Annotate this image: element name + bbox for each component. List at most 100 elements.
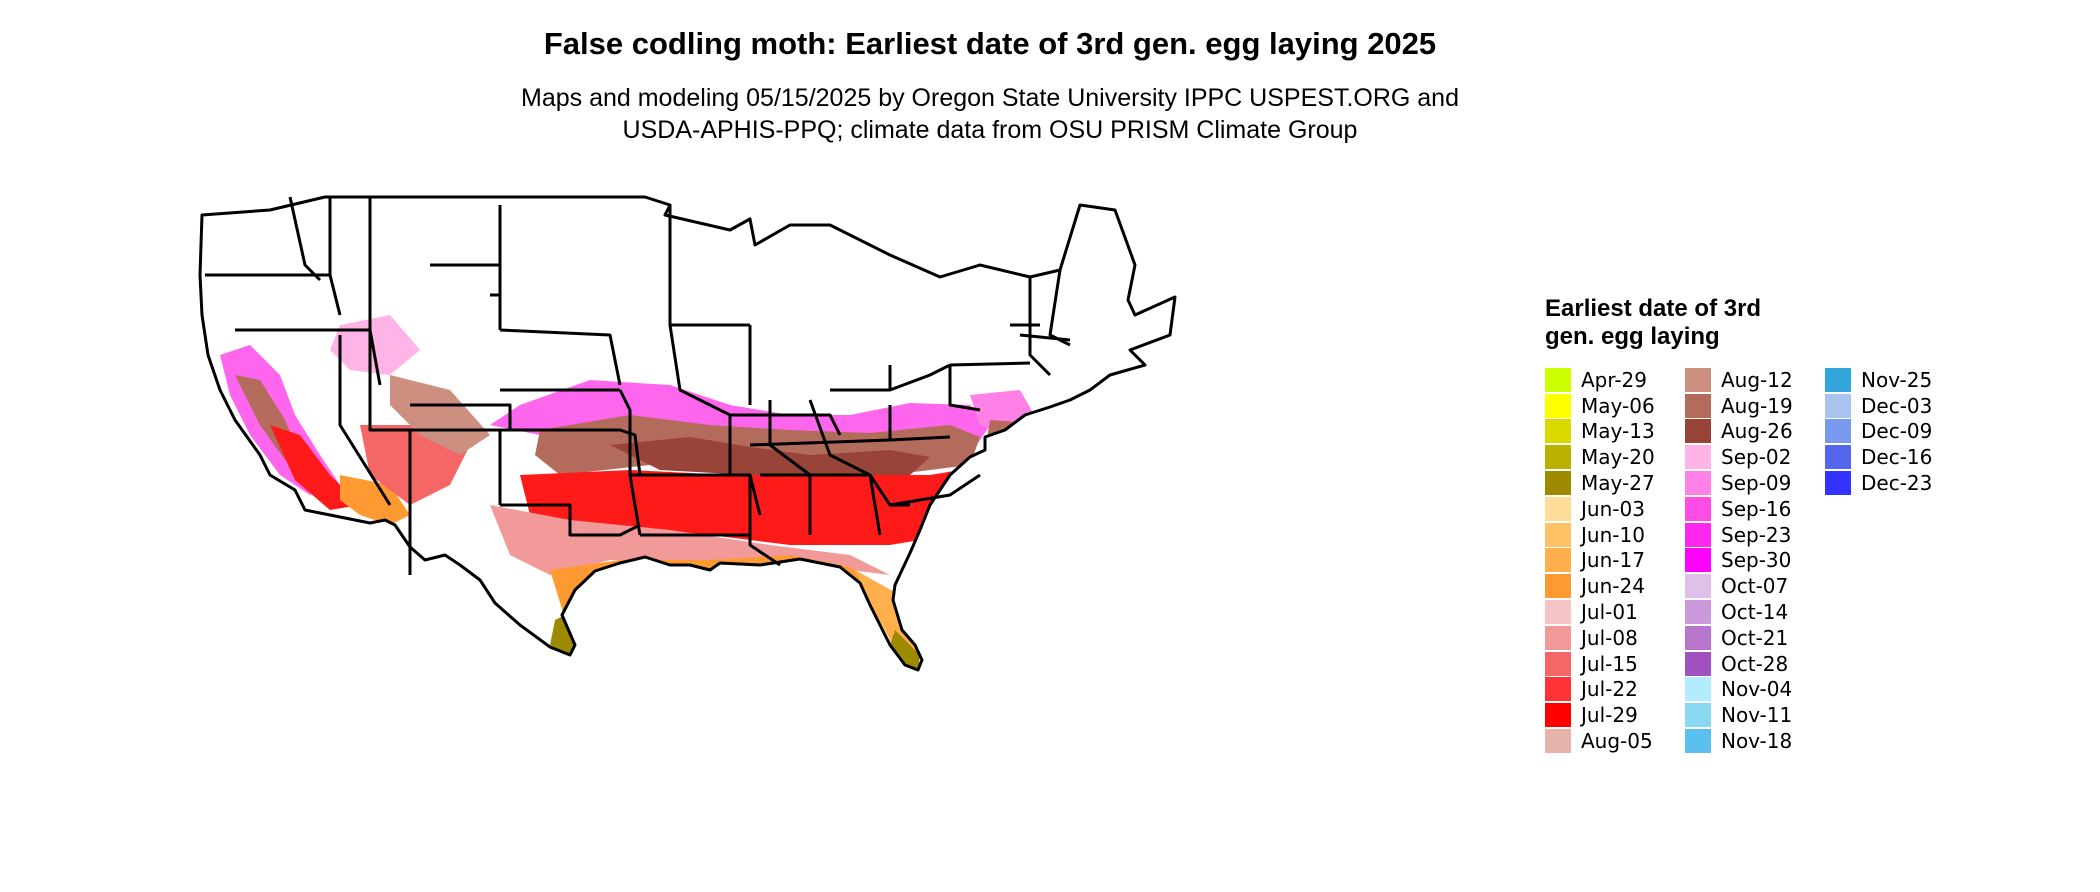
legend-item: Nov-18 xyxy=(1685,728,1811,754)
legend-label: Jul-22 xyxy=(1581,677,1638,702)
legend-swatch xyxy=(1825,367,1851,392)
legend-item: Oct-07 xyxy=(1685,573,1811,599)
zone-sw-brown xyxy=(390,375,490,455)
legend-label: Oct-21 xyxy=(1721,625,1789,650)
legend-label: Nov-04 xyxy=(1721,677,1793,702)
legend-label: Aug-12 xyxy=(1721,367,1793,392)
legend-swatch xyxy=(1825,471,1851,496)
phenology-zones xyxy=(220,315,1040,670)
legend-swatch xyxy=(1545,574,1571,599)
legend-swatch xyxy=(1545,651,1571,676)
legend-swatch xyxy=(1685,651,1711,676)
legend-label: Oct-28 xyxy=(1721,651,1789,676)
legend-item: Oct-14 xyxy=(1685,599,1811,625)
legend-label: Dec-03 xyxy=(1861,393,1933,418)
legend-item: Jun-24 xyxy=(1545,573,1671,599)
legend-swatch xyxy=(1545,367,1571,392)
legend-column: Aug-12 Aug-19 Aug-26 Sep-02 Sep-09 Sep-16 Sep-… xyxy=(1685,367,1811,754)
legend-item: Jul-29 xyxy=(1545,702,1671,728)
legend-label: Jun-17 xyxy=(1581,548,1645,573)
legend-item: Oct-28 xyxy=(1685,651,1811,677)
legend-item: Sep-09 xyxy=(1685,470,1811,496)
legend-item: Jun-17 xyxy=(1545,548,1671,574)
legend: Earliest date of 3rd gen. egg laying Apr… xyxy=(1545,295,1951,754)
legend-swatch xyxy=(1685,419,1711,444)
legend-item: Jul-22 xyxy=(1545,677,1671,703)
legend-label: May-13 xyxy=(1581,419,1655,444)
legend-swatch xyxy=(1685,703,1711,728)
legend-swatch xyxy=(1685,471,1711,496)
legend-swatch xyxy=(1545,600,1571,625)
legend-label: Sep-02 xyxy=(1721,445,1792,470)
legend-item: Jun-03 xyxy=(1545,496,1671,522)
legend-swatch xyxy=(1685,729,1711,754)
legend-swatch xyxy=(1545,625,1571,650)
zone-sw-orange xyxy=(340,475,410,525)
legend-item: Aug-12 xyxy=(1685,367,1811,393)
legend-label: Jul-01 xyxy=(1581,600,1638,625)
legend-swatch xyxy=(1825,393,1851,418)
state-boundaries xyxy=(198,195,1177,672)
legend-item: Nov-25 xyxy=(1825,367,1951,393)
zone-jul-red xyxy=(520,465,1010,545)
legend-column: Apr-29 May-06 May-13 May-20 May-27 Jun-03 Jun-… xyxy=(1545,367,1671,754)
zone-west-red xyxy=(270,425,360,510)
legend-item: Jul-01 xyxy=(1545,599,1671,625)
zone-may-olive-tx xyxy=(550,615,580,657)
legend-swatch xyxy=(1685,625,1711,650)
legend-label: Sep-23 xyxy=(1721,522,1792,547)
legend-item: Aug-19 xyxy=(1685,393,1811,419)
legend-item: Dec-03 xyxy=(1825,393,1951,419)
legend-label: Sep-09 xyxy=(1721,471,1792,496)
legend-swatch xyxy=(1685,496,1711,521)
legend-item: Jun-10 xyxy=(1545,522,1671,548)
legend-label: Dec-09 xyxy=(1861,419,1933,444)
legend-item: Dec-09 xyxy=(1825,419,1951,445)
legend-item: Dec-23 xyxy=(1825,470,1951,496)
legend-swatch xyxy=(1825,419,1851,444)
legend-swatch xyxy=(1545,703,1571,728)
legend-label: Nov-11 xyxy=(1721,703,1793,728)
legend-item: May-27 xyxy=(1545,470,1671,496)
legend-label: Aug-19 xyxy=(1721,393,1793,418)
legend-swatch xyxy=(1685,445,1711,470)
legend-item: Aug-05 xyxy=(1545,728,1671,754)
legend-label: Oct-14 xyxy=(1721,600,1789,625)
legend-label: May-20 xyxy=(1581,445,1655,470)
legend-label: Apr-29 xyxy=(1581,367,1647,392)
legend-label: Jul-29 xyxy=(1581,703,1638,728)
legend-swatch xyxy=(1545,677,1571,702)
legend-label: Nov-25 xyxy=(1861,367,1933,392)
legend-item: Aug-26 xyxy=(1685,419,1811,445)
legend-label: Jul-08 xyxy=(1581,625,1638,650)
legend-column: Nov-25 Dec-03 Dec-09 Dec-16 Dec-23 xyxy=(1825,367,1951,754)
legend-item: May-20 xyxy=(1545,444,1671,470)
legend-label: Dec-16 xyxy=(1861,445,1933,470)
legend-swatch xyxy=(1545,522,1571,547)
legend-label: Jun-03 xyxy=(1581,496,1645,521)
legend-swatch xyxy=(1685,677,1711,702)
map-subtitle-line-1: Maps and modeling 05/15/2025 by Oregon S… xyxy=(521,84,1459,112)
legend-item: Dec-16 xyxy=(1825,444,1951,470)
legend-item: May-06 xyxy=(1545,393,1671,419)
legend-item: Apr-29 xyxy=(1545,367,1671,393)
legend-swatch xyxy=(1545,445,1571,470)
legend-label: May-27 xyxy=(1581,471,1655,496)
legend-item: Nov-04 xyxy=(1685,677,1811,703)
legend-label: Jun-10 xyxy=(1581,522,1645,547)
legend-label: Aug-26 xyxy=(1721,419,1793,444)
legend-swatch xyxy=(1545,471,1571,496)
legend-swatch xyxy=(1685,393,1711,418)
map-title: False codling moth: Earliest date of 3rd… xyxy=(543,26,1437,61)
legend-swatch xyxy=(1545,496,1571,521)
legend-item: Oct-21 xyxy=(1685,625,1811,651)
legend-label: Jul-15 xyxy=(1581,651,1638,676)
legend-title: Earliest date of 3rd gen. egg laying xyxy=(1545,295,1762,350)
legend-swatch xyxy=(1545,419,1571,444)
legend-label: Nov-18 xyxy=(1721,729,1793,754)
legend-columns: Apr-29 May-06 May-13 May-20 May-27 Jun-03 Jun-… xyxy=(1545,367,1951,754)
legend-label: Sep-30 xyxy=(1721,548,1792,573)
legend-label: Sep-16 xyxy=(1721,496,1792,521)
legend-swatch xyxy=(1545,729,1571,754)
legend-item: May-13 xyxy=(1545,419,1671,445)
